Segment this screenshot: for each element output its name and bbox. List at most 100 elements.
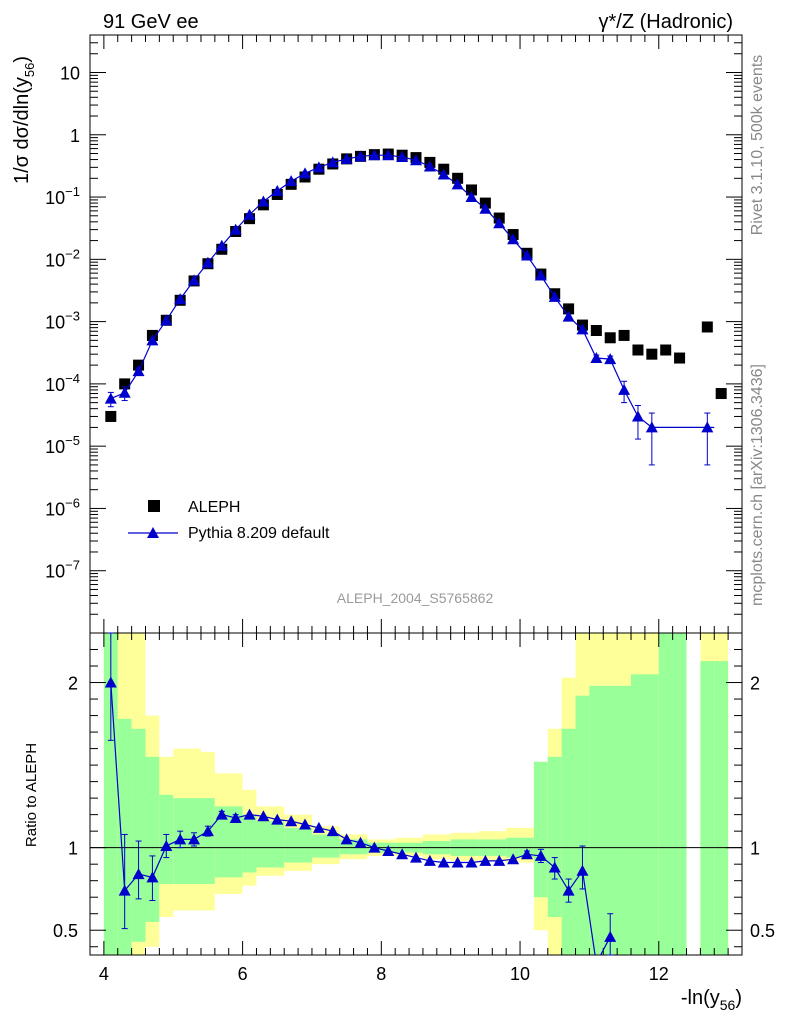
aleph-point bbox=[119, 378, 131, 390]
ratio-pythia-point bbox=[396, 848, 409, 860]
ratio-y-tick-label-left: 0.5 bbox=[53, 921, 78, 941]
ratio-pythia-point bbox=[326, 825, 339, 837]
tick-base: 10 bbox=[45, 188, 65, 208]
ratio-band-inner bbox=[242, 814, 257, 873]
ratio-pythia-point bbox=[410, 851, 422, 863]
ratio-pythia-point bbox=[118, 884, 131, 896]
ratio-pythia-point bbox=[257, 810, 270, 822]
x-tick-label: 10 bbox=[510, 964, 530, 984]
ratio-pythia-point bbox=[229, 811, 242, 823]
ratio-pythia-point bbox=[160, 840, 173, 852]
ratio-pythia-point bbox=[104, 676, 117, 688]
pythia-point bbox=[382, 149, 395, 161]
pythia-point bbox=[271, 185, 284, 197]
pythia-point bbox=[257, 195, 270, 207]
ratio-y-tick-label-right: 1 bbox=[750, 839, 760, 859]
tick-exponent: −1 bbox=[65, 184, 80, 199]
axis-label-suffix: ) bbox=[735, 987, 742, 1009]
url-label: mcplots.cern.ch [arXiv:1306.3436] bbox=[749, 364, 766, 606]
x-axis-label: -ln(y56) bbox=[681, 987, 742, 1013]
aleph-point bbox=[604, 332, 616, 344]
aleph-point bbox=[590, 324, 602, 336]
ratio-pythia-point bbox=[312, 821, 325, 833]
ratio-frame bbox=[89, 632, 743, 956]
tick-exponent: −5 bbox=[65, 433, 80, 448]
ratio-pythia-point bbox=[340, 833, 353, 845]
pythia-point bbox=[437, 168, 450, 180]
pythia-point bbox=[118, 386, 131, 398]
ratio-pythia-point bbox=[562, 884, 575, 896]
ratio-pythia-point bbox=[271, 813, 284, 825]
ratio-pythia-point bbox=[520, 848, 533, 860]
x-tick-label: 4 bbox=[99, 964, 109, 984]
ratio-pythia-point bbox=[493, 854, 506, 866]
pythia-point bbox=[451, 178, 464, 190]
pythia-point bbox=[410, 154, 422, 166]
pythia-point bbox=[201, 256, 214, 268]
tick-exponent: −2 bbox=[65, 246, 80, 261]
ratio-pythia-point bbox=[479, 854, 492, 866]
main-y-axis-label-text: 1/σ dσ/dln(y56) bbox=[11, 56, 37, 184]
pythia-point bbox=[534, 269, 547, 281]
pythia-point bbox=[548, 290, 561, 302]
ratio-y-axis-label: Ratio to ALEPH bbox=[23, 743, 40, 847]
tick-exponent: −6 bbox=[65, 495, 80, 510]
aleph-point bbox=[452, 172, 464, 184]
pythia-point bbox=[229, 223, 242, 235]
main-frame bbox=[89, 34, 743, 634]
ratio-panel: 4 6 8 10 120.5 0.51 12 2 bbox=[53, 632, 775, 984]
ratio-pythia-point bbox=[299, 818, 312, 830]
aleph-point bbox=[465, 184, 477, 196]
x-tick-label: 6 bbox=[238, 964, 248, 984]
ratio-band-inner bbox=[284, 827, 312, 863]
aleph-point bbox=[563, 303, 575, 315]
tick-base: 10 bbox=[45, 437, 65, 457]
ratio-pythia-point bbox=[368, 841, 381, 853]
ratio-pythia-point bbox=[215, 808, 228, 820]
x-tick-label: 8 bbox=[376, 964, 386, 984]
pythia-point bbox=[701, 421, 714, 433]
pythia-point bbox=[215, 239, 228, 251]
pythia-point bbox=[604, 353, 617, 365]
main-y-axis-label: 1/σ dσ/dln(y56) bbox=[11, 56, 37, 184]
main-y-tick-label: 10−4 bbox=[45, 371, 80, 395]
pythia-point bbox=[146, 334, 159, 346]
aleph-point bbox=[715, 388, 727, 400]
ratio-pythia-point bbox=[423, 854, 436, 866]
tick-exponent: −3 bbox=[65, 309, 80, 324]
ratio-y-tick-label-left: 1 bbox=[68, 839, 78, 859]
axis-label-subscript: 56 bbox=[720, 997, 736, 1013]
ratio-pythia-point bbox=[132, 868, 145, 880]
ratio-band-inner bbox=[589, 685, 632, 955]
axis-label-subscript: 56 bbox=[22, 63, 37, 77]
ratio-pythia-point bbox=[451, 856, 464, 868]
tick-base: 10 bbox=[45, 313, 65, 333]
pythia-point bbox=[618, 383, 631, 395]
ratio-pythia-point bbox=[146, 871, 159, 883]
ratio-band-inner bbox=[700, 661, 715, 955]
aleph-point bbox=[701, 321, 713, 333]
analysis-watermark: ALEPH_2004_S5765862 bbox=[337, 590, 494, 606]
pythia-point bbox=[396, 150, 409, 162]
ratio-band-inner bbox=[311, 834, 340, 858]
aleph-point bbox=[618, 329, 630, 341]
ratio-band-inner bbox=[658, 633, 687, 955]
ratio-pythia-point bbox=[534, 849, 547, 861]
pythia-point bbox=[507, 233, 520, 245]
pythia-point bbox=[174, 293, 187, 305]
ratio-pythia-point bbox=[243, 808, 256, 820]
rivet-label: Rivet 3.1.10, 500k events bbox=[749, 55, 766, 236]
pythia-point bbox=[465, 191, 478, 203]
ratio-band-inner bbox=[256, 821, 285, 868]
pythia-line bbox=[110, 154, 708, 428]
pythia-point bbox=[160, 314, 173, 326]
main-y-tick-label: 10−5 bbox=[45, 433, 80, 457]
tick-base: 10 bbox=[45, 562, 65, 582]
main-y-tick-label: 10 bbox=[60, 63, 80, 83]
ratio-pythia-point bbox=[188, 833, 201, 845]
aleph-point bbox=[660, 344, 672, 356]
ratio-y-axis-label-text: Ratio to ALEPH bbox=[23, 743, 40, 847]
ratio-pythia-point bbox=[465, 856, 478, 868]
pythia-point bbox=[326, 156, 339, 168]
